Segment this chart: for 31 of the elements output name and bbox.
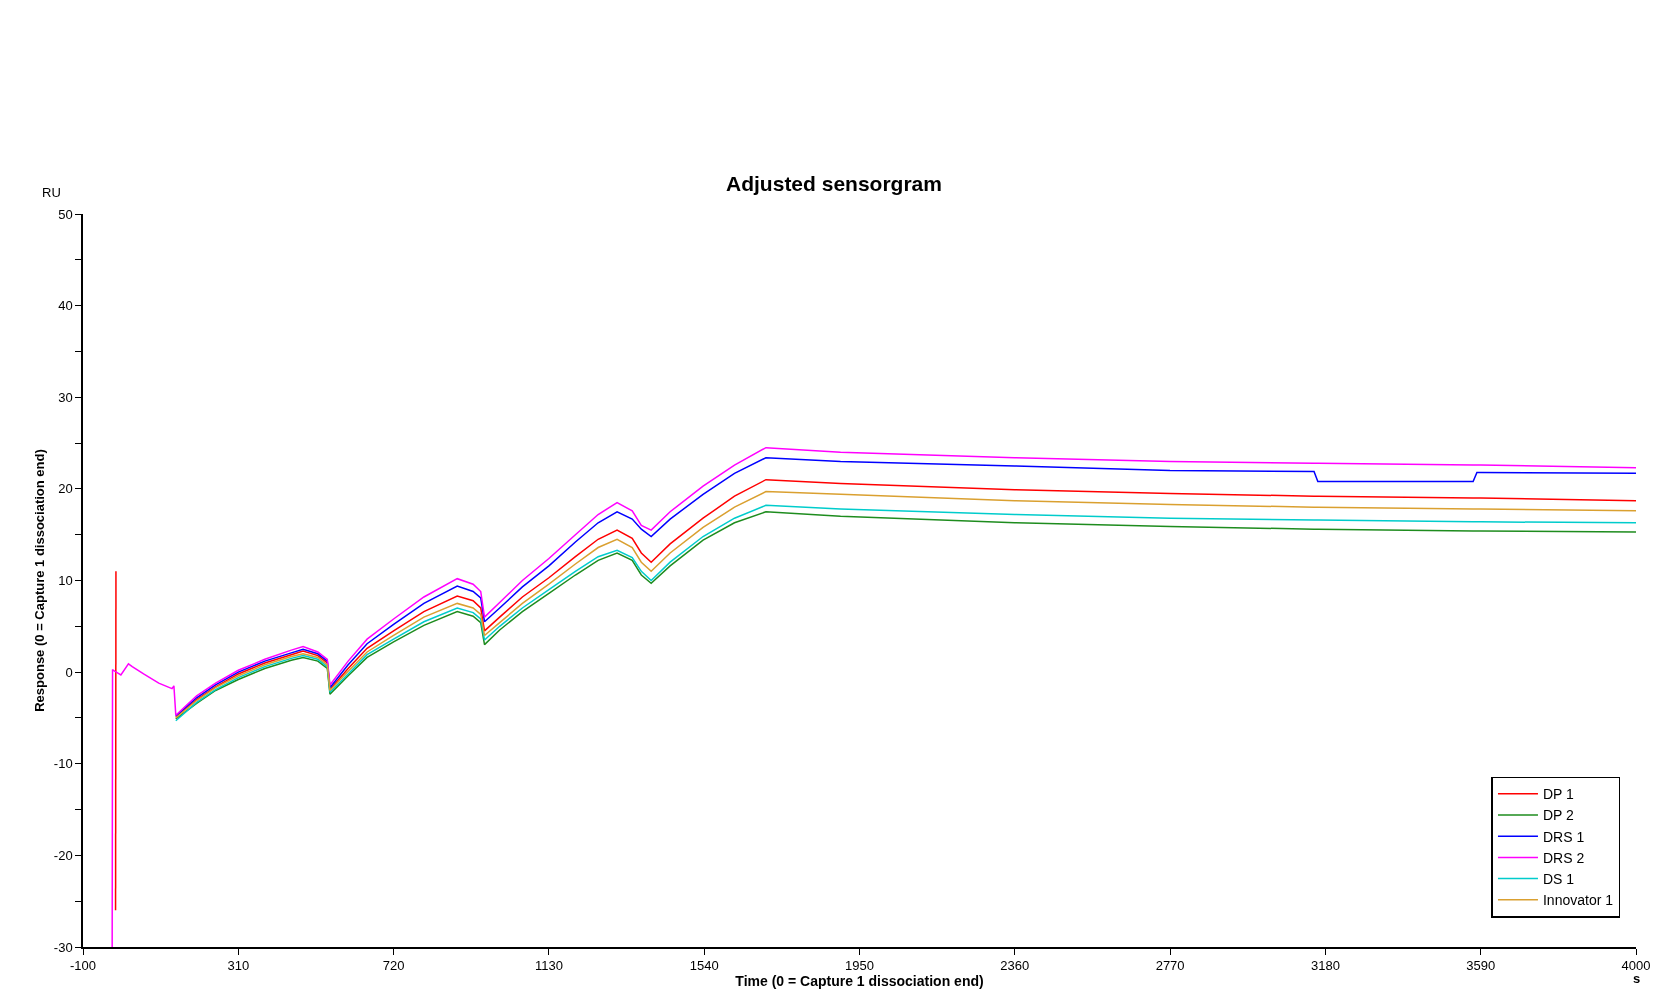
y-tick-label: -30 <box>53 939 73 955</box>
y-tick-label: -20 <box>53 847 73 863</box>
x-tick-label: -100 <box>69 958 97 974</box>
x-tick-label: 310 <box>227 958 250 974</box>
y-tick-label: 0 <box>65 664 73 680</box>
y-tick-label: 20 <box>58 481 73 497</box>
legend-label: DRS 1 <box>1542 828 1585 845</box>
legend-label: DRS 2 <box>1542 849 1585 866</box>
y-tick-label: 40 <box>58 298 73 314</box>
y-axis-title: Response (0 = Capture 1 dissociation end) <box>32 449 48 712</box>
y-tick-label: 10 <box>58 573 73 589</box>
y-tick-label: -10 <box>53 756 73 772</box>
x-tick-label: 2360 <box>1000 958 1030 974</box>
x-tick-label: 1950 <box>845 958 874 974</box>
y-tick-label: 50 <box>58 206 73 222</box>
x-tick-label: 4000 <box>1621 958 1651 974</box>
x-tick-label: 2770 <box>1155 958 1185 974</box>
x-tick-label: 3590 <box>1466 958 1496 974</box>
chart-title: Adjusted sensorgram <box>726 172 942 196</box>
legend-label: DP 2 <box>1542 807 1575 824</box>
x-tick-label: 1130 <box>534 958 563 974</box>
legend-label: Innovator 1 <box>1542 892 1614 909</box>
x-tick-label: 1540 <box>689 958 719 974</box>
x-tick-label: 3180 <box>1310 958 1340 974</box>
x-tick-label: 720 <box>382 958 405 974</box>
text: RU <box>42 185 61 200</box>
x-axis-title: Time (0 = Capture 1 dissociation end) <box>735 973 984 990</box>
legend-label: DS 1 <box>1542 871 1575 888</box>
text: s <box>1633 971 1641 986</box>
y-tick-label: 30 <box>58 389 73 405</box>
legend-label: DP 1 <box>1542 786 1575 803</box>
